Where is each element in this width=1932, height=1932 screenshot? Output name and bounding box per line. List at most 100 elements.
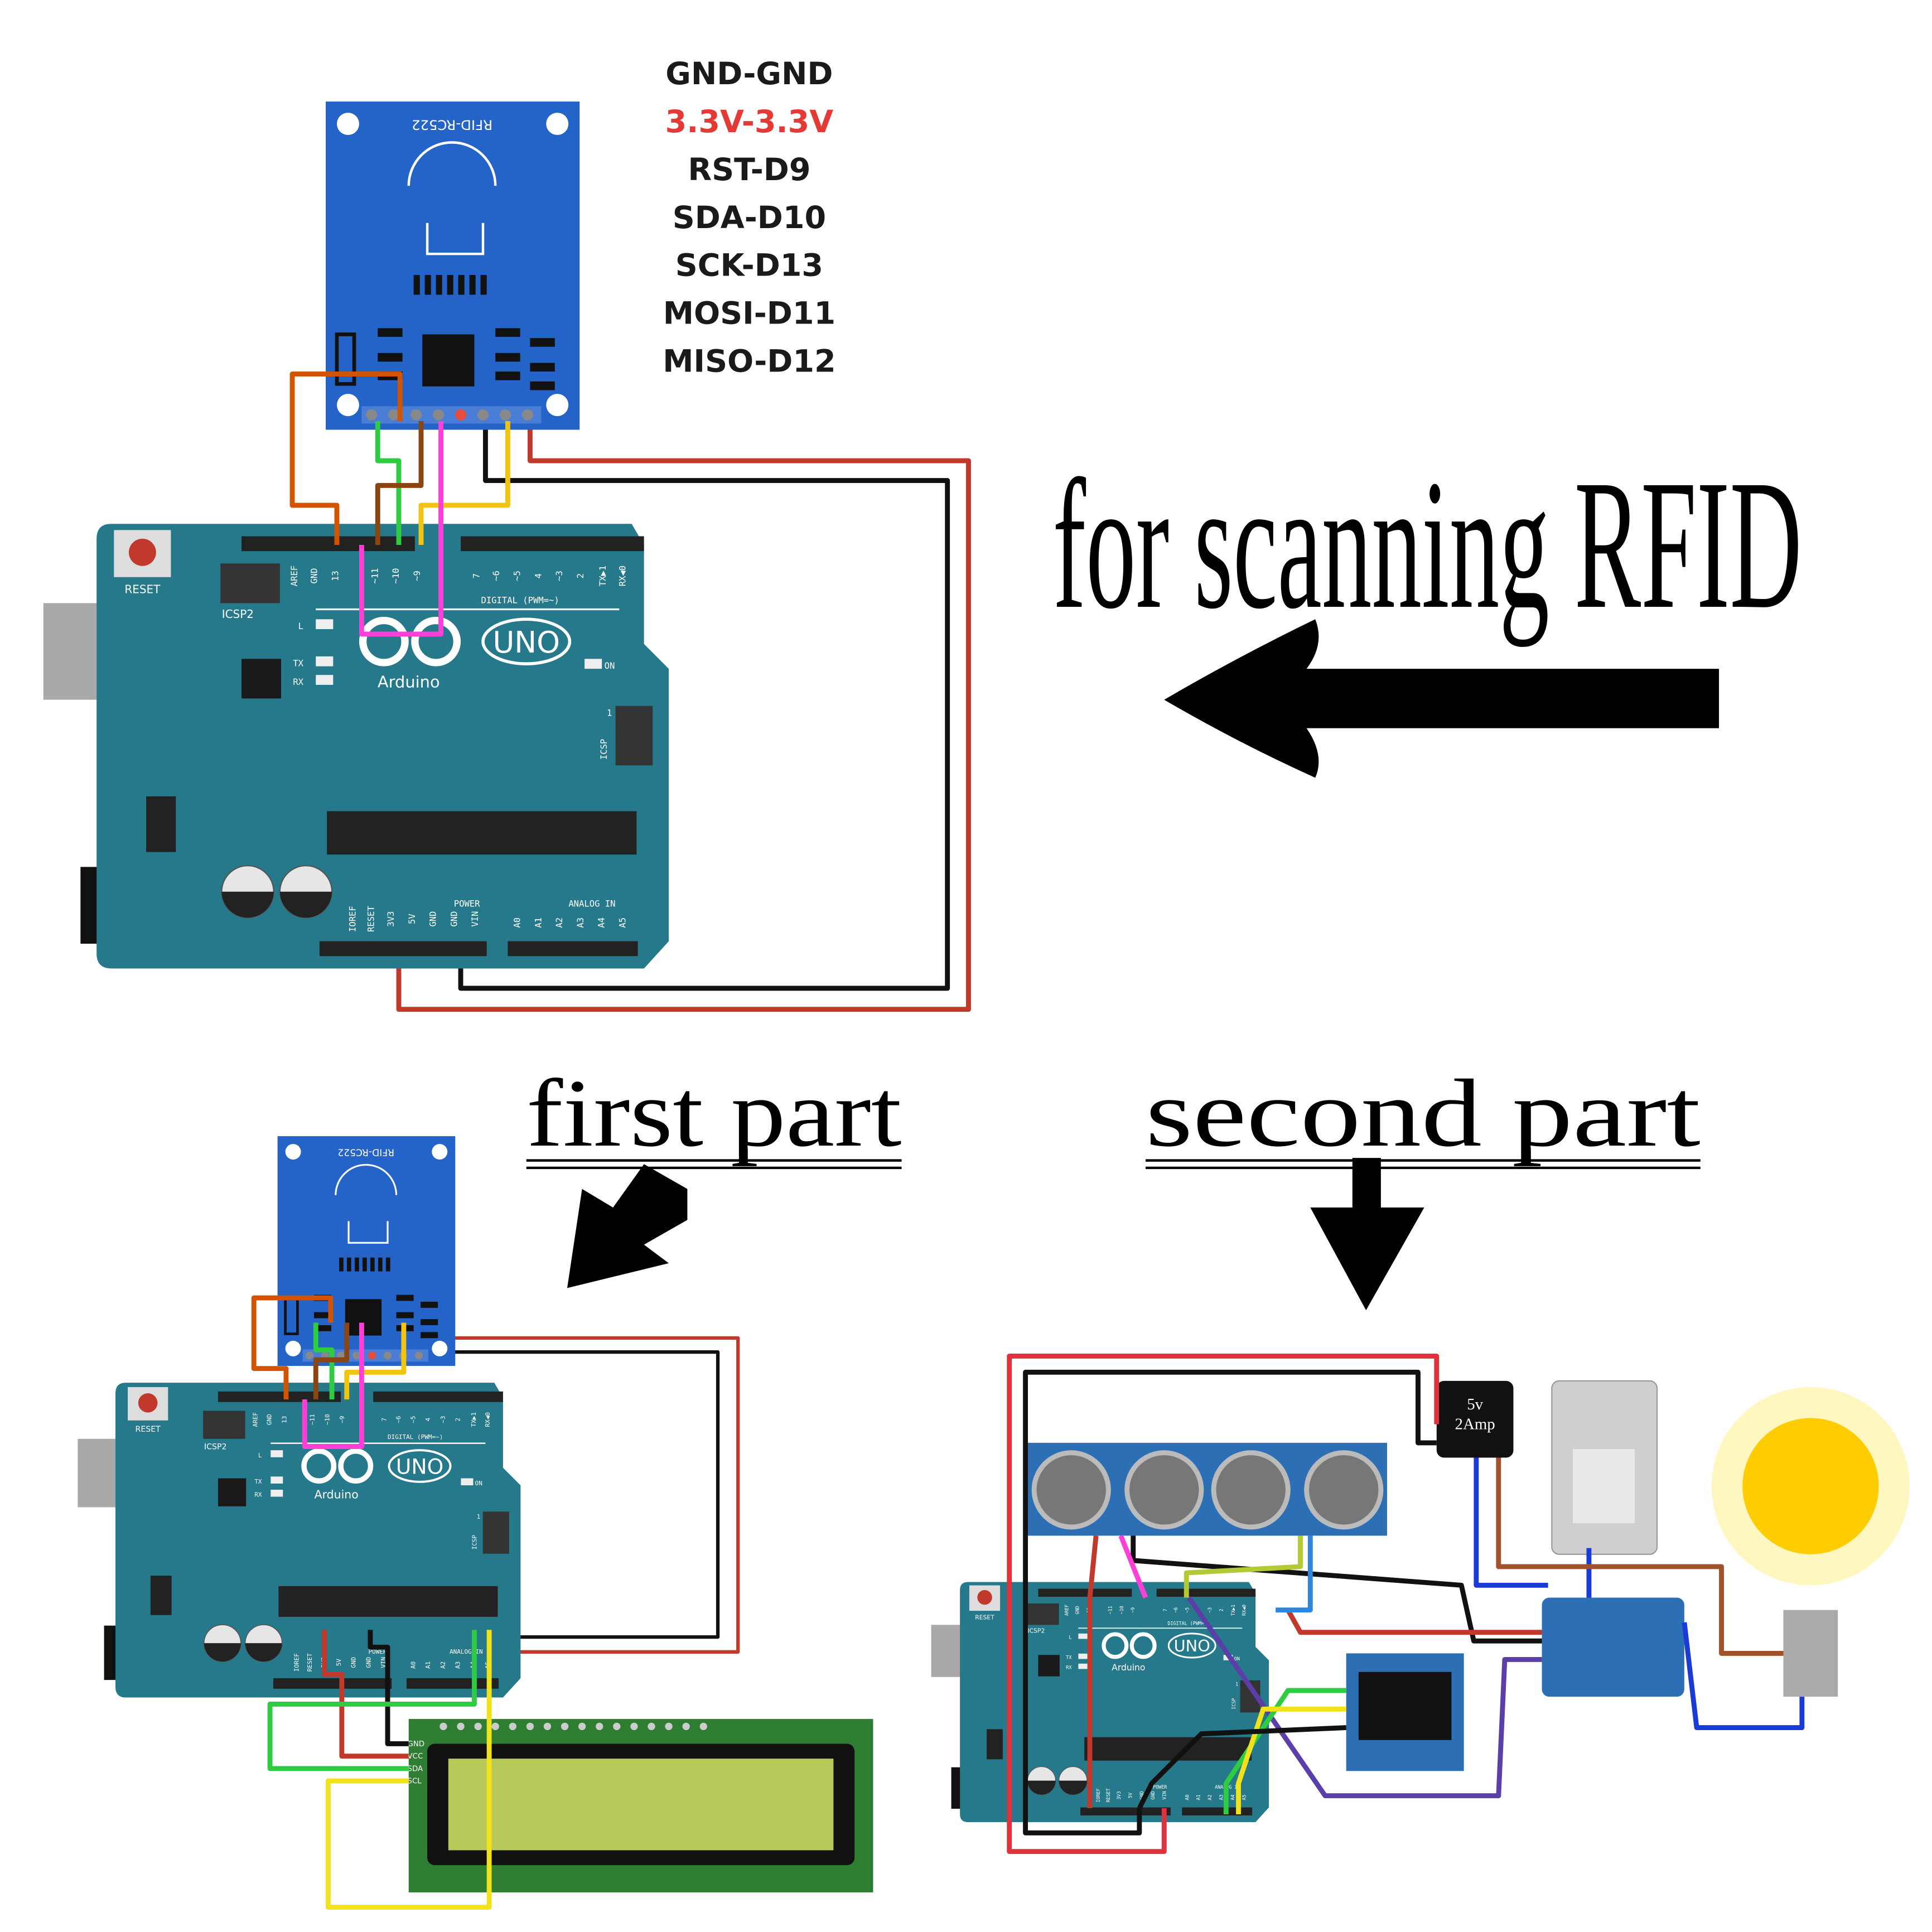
pin-label: A2 bbox=[439, 1661, 447, 1669]
smd bbox=[495, 328, 520, 337]
lcd-pin bbox=[648, 1722, 655, 1731]
lcd-pin bbox=[439, 1722, 447, 1731]
pin-label: 5V bbox=[1127, 1793, 1133, 1798]
pin-hole bbox=[477, 409, 489, 421]
pin-label: TX▶1 bbox=[470, 1412, 477, 1427]
pin-hole bbox=[368, 1351, 376, 1360]
icsp2-label: ICSP2 bbox=[1027, 1627, 1045, 1635]
capacitor-band bbox=[1059, 1780, 1087, 1795]
on-label: ON bbox=[1234, 1656, 1240, 1661]
mount-hole bbox=[432, 1340, 448, 1356]
crystal bbox=[335, 332, 356, 386]
wire bbox=[359, 421, 443, 637]
smd bbox=[313, 1325, 331, 1331]
lcd-pin bbox=[509, 1722, 516, 1731]
socket-face bbox=[1573, 1449, 1635, 1524]
led-label: RX bbox=[254, 1491, 262, 1499]
underline bbox=[526, 1159, 902, 1170]
pin-label: 5V bbox=[407, 914, 417, 924]
pin-label: A3 bbox=[576, 917, 586, 928]
pin-label: ~9 bbox=[1130, 1607, 1136, 1613]
smd bbox=[313, 1312, 331, 1318]
pin-label: GND bbox=[449, 911, 459, 927]
led bbox=[271, 1476, 283, 1484]
led-label: L bbox=[1069, 1634, 1071, 1640]
wire bbox=[1496, 1457, 1784, 1656]
wire bbox=[1007, 1354, 1440, 1854]
reset-label: RESET bbox=[124, 583, 161, 596]
pin-label: RESET bbox=[306, 1653, 313, 1672]
mcu bbox=[1084, 1737, 1252, 1761]
power-label: POWER bbox=[1153, 1784, 1167, 1790]
wire bbox=[1286, 1609, 1542, 1635]
wire bbox=[1474, 1457, 1548, 1588]
lcd-pin bbox=[578, 1722, 586, 1731]
lcd-pin-label: VCC bbox=[408, 1752, 423, 1761]
pin-label: RX◀0 bbox=[1241, 1605, 1247, 1616]
mount-hole bbox=[336, 113, 359, 136]
headline: for scanning RFID bbox=[1052, 442, 1801, 648]
wire bbox=[1137, 1725, 1346, 1809]
pin-label: A4 bbox=[1230, 1795, 1235, 1800]
pin-label: AREF bbox=[289, 566, 300, 586]
led-label: TX bbox=[293, 659, 303, 669]
pin-label: A1 bbox=[1196, 1795, 1201, 1800]
wire bbox=[289, 371, 403, 545]
pin-label: 13 bbox=[330, 571, 340, 581]
first-circuit: RESET ICSP2 AREF GND 13 ~11 ~10 ~9 7 ~6 ~5 4 ~3 2 TX▶1… bbox=[78, 1310, 740, 1698]
first-part-title: first part bbox=[527, 1060, 902, 1167]
chip bbox=[241, 659, 282, 699]
smd bbox=[396, 1295, 414, 1301]
relay bbox=[1542, 1597, 1684, 1697]
mount-hole bbox=[285, 1340, 301, 1356]
on-led bbox=[585, 659, 602, 669]
bulb bbox=[1742, 1418, 1879, 1554]
pin-label: 5V bbox=[335, 1659, 342, 1667]
wire bbox=[1184, 1535, 1303, 1598]
icsp2-label: ICSP2 bbox=[222, 607, 254, 621]
led bbox=[271, 1489, 283, 1497]
pin-map-line: GND-GND bbox=[665, 56, 833, 92]
pin-label: IOREF bbox=[293, 1653, 300, 1672]
rfid-label: RFID-RC522 bbox=[337, 1146, 394, 1157]
lcd-pin bbox=[596, 1722, 603, 1731]
pin-label: IOREF bbox=[1095, 1788, 1101, 1802]
capacitor-band bbox=[204, 1643, 241, 1662]
lcd-pin bbox=[474, 1722, 482, 1731]
pin-label: ~5 bbox=[1184, 1607, 1190, 1613]
pin-label: 13 bbox=[281, 1416, 288, 1423]
icsp-label: ICSP bbox=[1231, 1698, 1237, 1709]
smd bbox=[458, 274, 465, 295]
analog-label: ANALOG IN bbox=[568, 899, 615, 909]
transducer bbox=[1124, 1450, 1204, 1530]
led-label: RX bbox=[1066, 1664, 1071, 1670]
pin-map-line: SCK-D13 bbox=[675, 248, 823, 284]
led bbox=[316, 675, 334, 685]
reset-knob bbox=[977, 1590, 992, 1605]
rfid-label: RFID-RC522 bbox=[412, 117, 492, 133]
digital-header bbox=[373, 1391, 503, 1402]
pin-label: IOREF bbox=[347, 906, 358, 932]
reset-label: RESET bbox=[136, 1425, 161, 1434]
icsp2-header bbox=[203, 1411, 245, 1439]
icsp-pin: 1 bbox=[477, 1513, 481, 1520]
analog-header bbox=[406, 1678, 499, 1689]
pin-label: ~10 bbox=[391, 568, 401, 584]
pin-map-line: MOSI-D11 bbox=[663, 296, 835, 332]
adapter bbox=[1436, 1380, 1514, 1458]
pin-label: A5 bbox=[1241, 1795, 1247, 1800]
smd bbox=[469, 274, 476, 295]
pin-label: 3V3 bbox=[386, 911, 396, 927]
led-label: TX bbox=[254, 1478, 262, 1485]
icsp2-label: ICSP2 bbox=[204, 1443, 227, 1452]
lcd-pin-label: GND bbox=[408, 1740, 425, 1749]
uno-label: UNO bbox=[396, 1455, 444, 1479]
pin-hole bbox=[306, 1351, 314, 1360]
brand-label: Arduino bbox=[1112, 1663, 1145, 1673]
pin-hole bbox=[410, 409, 422, 421]
on-label: ON bbox=[605, 661, 615, 671]
pin-label: A2 bbox=[554, 917, 564, 928]
capacitor-band bbox=[221, 891, 274, 918]
digital-header bbox=[1038, 1588, 1132, 1597]
pin-label: A4 bbox=[597, 917, 607, 928]
